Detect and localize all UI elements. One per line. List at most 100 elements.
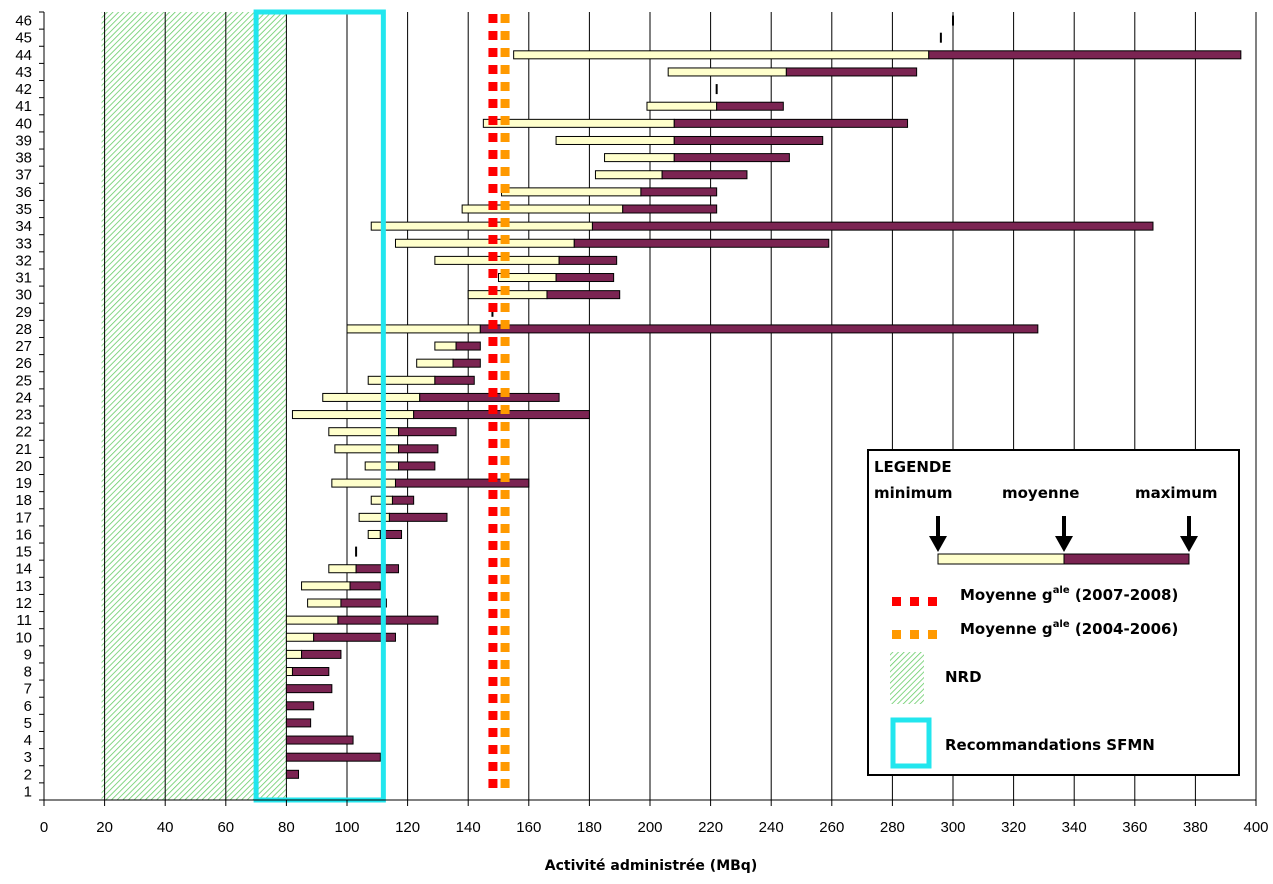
bar-mean-max-35 — [622, 204, 718, 214]
y-tick-label: 10 — [15, 629, 32, 646]
ref-line-2007-2008 — [488, 14, 498, 788]
y-tick-labels: 1234567891011121314151617181920212223242… — [15, 13, 32, 801]
legend-arrow-min-icon — [929, 516, 947, 552]
legend-arrow-max-icon — [1180, 516, 1198, 552]
bar-min-mean-34 — [370, 221, 593, 231]
y-tick-label: 40 — [15, 115, 32, 132]
y-tick-label: 14 — [15, 561, 32, 578]
legend-maximum-label: maximum — [1135, 484, 1218, 502]
y-tick-label: 42 — [15, 81, 32, 98]
legend-ref-2004-2006-label: Moyenne gale (2004-2006) — [960, 619, 1178, 638]
legend-arrow-mean-icon — [1055, 516, 1073, 552]
legend-sfmn-label: Recommandations SFMN — [945, 736, 1155, 754]
x-tick-label: 120 — [395, 819, 420, 836]
bar-mean-max-43 — [785, 67, 918, 77]
y-tick-label: 1 — [24, 783, 32, 800]
shaded-regions — [101, 12, 287, 800]
x-tick-label: 180 — [577, 819, 602, 836]
x-tick-label: 160 — [516, 819, 541, 836]
bar-mean-max-38 — [673, 153, 790, 163]
x-tick-label: 300 — [940, 819, 965, 836]
y-tick-label: 2 — [24, 766, 32, 783]
bar-min-mean-27 — [434, 341, 457, 351]
bar-min-mean-26 — [416, 358, 454, 368]
x-tick-label: 400 — [1243, 819, 1268, 836]
bar-mean-max-10 — [313, 632, 396, 642]
y-tick-label: 32 — [15, 252, 32, 269]
bar-min-mean-36 — [501, 187, 642, 197]
bar-mean-max-26 — [452, 358, 481, 368]
bar-min-mean-37 — [594, 170, 663, 180]
bar-mean-max-18 — [391, 495, 415, 505]
bar-min-mean-39 — [555, 135, 675, 145]
x-tick-label: 340 — [1062, 819, 1087, 836]
bar-mean-max-40 — [673, 118, 909, 128]
bar-mean-max-6 — [285, 701, 315, 711]
bar-mean-max-17 — [388, 512, 448, 522]
bar-mean-max-9 — [301, 649, 342, 659]
y-tick-label: 6 — [24, 698, 32, 715]
legend-minimum-label: minimum — [874, 484, 953, 502]
y-tick-label: 25 — [15, 372, 32, 389]
y-tick-label: 35 — [15, 201, 32, 218]
y-tick-label: 15 — [15, 544, 32, 561]
x-axis-title: Activité administrée (MBq) — [545, 858, 757, 874]
y-tick-label: 16 — [15, 526, 32, 543]
bar-mean-max-21 — [398, 444, 439, 454]
y-tick-label: 22 — [15, 424, 32, 441]
legend: LEGENDE minimum moyenne maximum Moyenne … — [867, 449, 1240, 776]
y-tick-label: 23 — [15, 407, 32, 424]
y-tick-label: 33 — [15, 235, 32, 252]
y-tick-label: 5 — [24, 715, 32, 732]
x-tick-label: 20 — [96, 819, 113, 836]
reference-lines — [488, 14, 510, 788]
bar-mean-max-14 — [355, 564, 400, 574]
y-tick-label: 19 — [15, 475, 32, 492]
bar-mean-max-13 — [349, 581, 381, 591]
bar-mean-max-16 — [379, 529, 403, 539]
x-tick-label: 140 — [456, 819, 481, 836]
x-tick-labels: 0 20 40 60 80 100 120 140 160 180 200 220 240 260 280 3… — [40, 819, 1269, 836]
y-tick-label: 43 — [15, 64, 32, 81]
bar-min-mean-28 — [346, 324, 481, 334]
x-tick-label: 240 — [759, 819, 784, 836]
bar-mean-max-19 — [394, 478, 530, 488]
legend-bar-min-mean — [937, 553, 1065, 565]
y-tick-label: 38 — [15, 150, 32, 167]
legend-ref-2007-2008-label: Moyenne gale (2007-2008) — [960, 585, 1178, 604]
bar-min-mean-16 — [367, 529, 381, 539]
bar-min-mean-33 — [394, 238, 575, 248]
bar-mean-max-3 — [285, 752, 381, 762]
bar-min-mean-21 — [334, 444, 400, 454]
bar-mean-max-36 — [640, 187, 718, 197]
y-tick-label: 24 — [15, 389, 32, 406]
x-tick-label: 380 — [1183, 819, 1208, 836]
y-tick-label: 7 — [24, 681, 32, 698]
legend-bar-mean-max — [1063, 553, 1190, 565]
bar-min-mean-43 — [667, 67, 787, 77]
bar-min-mean-25 — [367, 375, 436, 385]
y-tick-label: 45 — [15, 30, 32, 47]
bar-mean-max-39 — [673, 135, 824, 145]
bar-mean-max-28 — [479, 324, 1039, 334]
bar-min-mean-40 — [482, 118, 675, 128]
legend-swatch-sfmn — [890, 717, 932, 769]
bar-min-mean-38 — [604, 153, 675, 163]
axes — [39, 11, 1257, 806]
y-tick-label: 8 — [24, 664, 32, 681]
y-tick-label: 34 — [15, 218, 32, 235]
bar-min-mean-24 — [322, 392, 421, 402]
bar-mean-max-44 — [928, 50, 1242, 60]
y-tick-label: 9 — [24, 646, 32, 663]
legend-nrd-label: NRD — [945, 668, 982, 686]
bar-min-mean-23 — [291, 410, 415, 420]
bar-min-mean-10 — [285, 632, 315, 642]
bar-mean-max-27 — [455, 341, 481, 351]
bar-mean-max-2 — [285, 769, 300, 779]
y-tick-label: 20 — [15, 458, 32, 475]
bar-min-mean-19 — [331, 478, 396, 488]
x-tick-label: 100 — [334, 819, 359, 836]
y-tick-label: 44 — [15, 47, 32, 64]
y-tick-label: 39 — [15, 132, 32, 149]
